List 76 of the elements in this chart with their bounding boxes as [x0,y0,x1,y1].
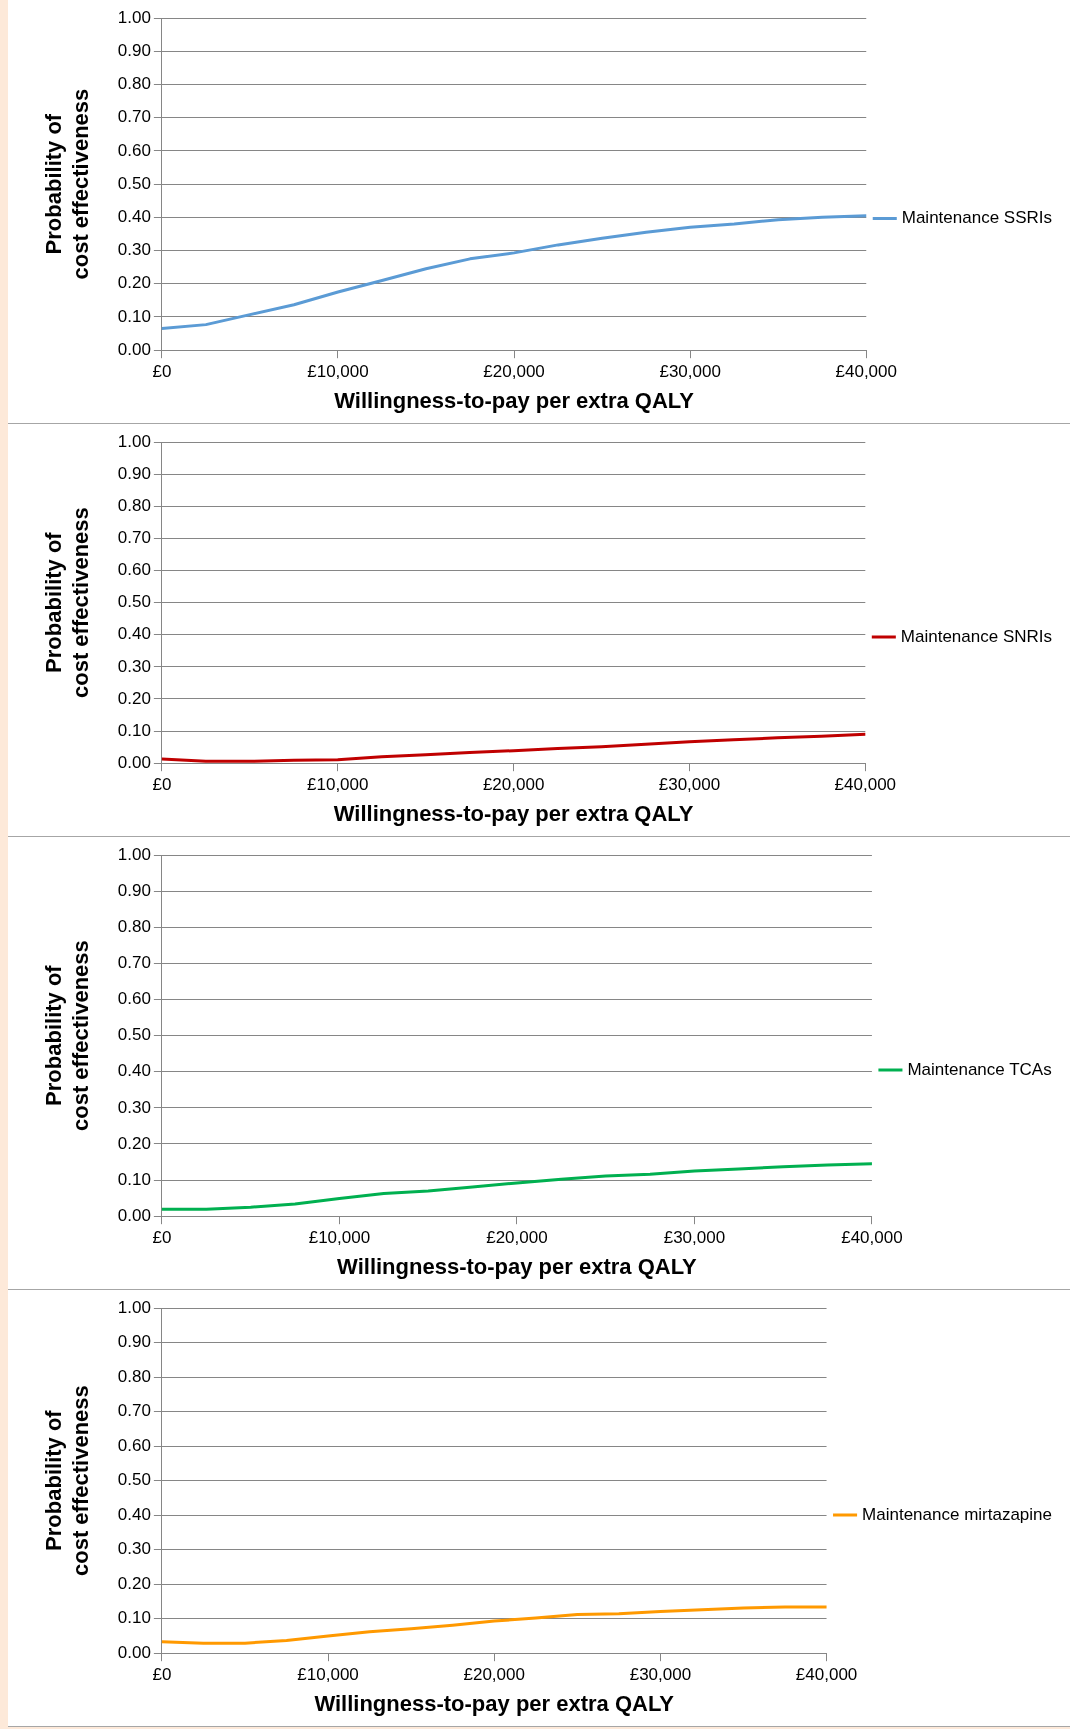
y-axis-title: Probability of cost effectiveness [41,1385,93,1576]
y-tick-label: 0.50 [117,173,151,193]
y-tick-label: 0.30 [117,656,151,676]
y-tick-label: 0.70 [117,953,151,973]
x-tick-label: £0 [152,1665,172,1685]
y-tick-label: 0.10 [117,1608,151,1628]
x-tick-label: £20,000 [486,1228,548,1248]
y-tick-label: 0.40 [117,624,151,644]
y-tick-label: 1.00 [117,1297,151,1317]
y-tick-label: 0.60 [117,989,151,1009]
y-tick-label: 1.00 [117,844,151,864]
x-axis-title: Willingness-to-pay per extra QALY [337,1253,698,1279]
y-tick-label: 0.00 [117,1642,151,1662]
y-tick-label: 0.10 [117,720,151,740]
y-tick-label: 1.00 [117,431,151,451]
y-tick-label: 0.40 [117,207,151,227]
y-tick-label: 0.30 [117,1539,151,1559]
y-tick-label: 0.90 [117,40,151,60]
y-tick-label: 0.90 [117,880,151,900]
y-tick-label: 0.00 [117,339,151,359]
legend-label: Maintenance mirtazapine [862,1504,1053,1524]
y-tick-label: 0.30 [117,1097,151,1117]
y-tick-label: 0.50 [117,592,151,612]
y-tick-label: 0.70 [117,107,151,127]
x-tick-label: £0 [152,362,172,382]
y-tick-label: 0.30 [117,240,151,260]
y-tick-label: 1.00 [117,7,151,27]
y-tick-label: 0.60 [117,560,151,580]
y-tick-label: 0.90 [117,463,151,483]
x-tick-label: £10,000 [307,775,369,795]
y-tick-label: 0.10 [117,306,151,326]
x-axis-title: Willingness-to-pay per extra QALY [333,800,694,826]
x-tick-label: £0 [152,775,172,795]
y-axis-title: Probability of cost effectiveness [41,88,93,280]
legend-label: Maintenance TCAs [907,1059,1052,1079]
y-tick-label: 0.70 [117,528,151,548]
y-axis-title: Probability of cost effectiveness [41,940,93,1131]
y-tick-label: 0.80 [117,74,151,94]
y-tick-label: 0.20 [117,1573,151,1593]
y-tick-label: 0.80 [117,1366,151,1386]
x-tick-label: £40,000 [834,775,897,795]
x-tick-label: £10,000 [297,1665,359,1685]
x-tick-label: £30,000 [663,1228,726,1248]
y-tick-label: 0.20 [117,688,151,708]
x-tick-label: £30,000 [658,775,721,795]
y-tick-label: 0.80 [117,916,151,936]
y-tick-label: 0.80 [117,495,151,515]
x-tick-label: £10,000 [307,362,369,382]
y-tick-label: 0.10 [117,1169,151,1189]
legend-label: Maintenance SNRIs [900,626,1053,646]
x-tick-label: £30,000 [629,1665,692,1685]
y-tick-label: 0.00 [117,752,151,772]
y-tick-label: 0.40 [117,1504,151,1524]
y-axis-title: Probability of cost effectiveness [41,507,93,698]
y-tick-label: 0.70 [117,1401,151,1421]
x-tick-label: £0 [152,1228,172,1248]
x-axis-title: Willingness-to-pay per extra QALY [314,1690,675,1716]
legend-label: Maintenance SSRIs [901,208,1053,228]
y-tick-label: 0.00 [117,1205,151,1225]
x-tick-label: £20,000 [483,362,545,382]
y-tick-label: 0.90 [117,1332,151,1352]
x-tick-label: £20,000 [463,1665,525,1685]
x-tick-label: £30,000 [659,362,721,382]
y-tick-label: 0.20 [117,1133,151,1153]
x-tick-label: £10,000 [308,1228,371,1248]
x-tick-label: £40,000 [835,362,897,382]
y-tick-label: 0.50 [117,1025,151,1045]
y-tick-label: 0.40 [117,1061,151,1081]
x-tick-label: £40,000 [795,1665,858,1685]
y-tick-label: 0.60 [117,140,151,160]
y-tick-label: 0.20 [117,273,151,293]
y-tick-label: 0.50 [117,1470,151,1490]
x-axis-title: Willingness-to-pay per extra QALY [334,387,695,413]
x-tick-label: £20,000 [482,775,545,795]
x-tick-label: £40,000 [841,1228,903,1248]
y-tick-label: 0.60 [117,1435,151,1455]
